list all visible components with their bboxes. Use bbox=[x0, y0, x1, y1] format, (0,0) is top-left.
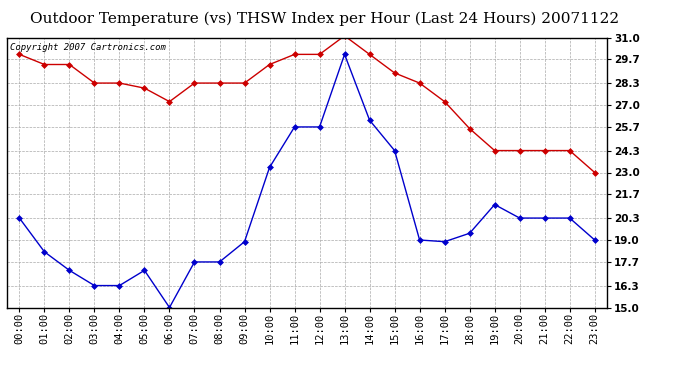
Text: Copyright 2007 Cartronics.com: Copyright 2007 Cartronics.com bbox=[10, 43, 166, 52]
Text: Outdoor Temperature (vs) THSW Index per Hour (Last 24 Hours) 20071122: Outdoor Temperature (vs) THSW Index per … bbox=[30, 11, 619, 26]
